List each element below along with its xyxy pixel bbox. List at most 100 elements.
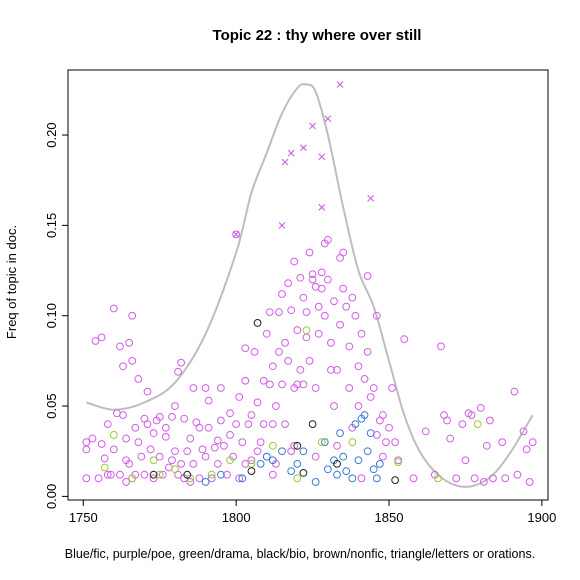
data-point	[122, 434, 130, 443]
data-point	[158, 470, 167, 479]
data-point	[446, 434, 455, 443]
data-point	[223, 470, 231, 479]
data-point	[278, 290, 286, 298]
data-point	[134, 375, 143, 383]
data-point	[314, 329, 323, 338]
data-point	[293, 474, 302, 483]
y-tick-label: 0.20	[44, 122, 59, 147]
data-point	[100, 454, 109, 463]
data-point	[486, 416, 494, 425]
chart-title: Topic 22 : thy where over still	[213, 27, 422, 44]
x-tick-label: 1850	[375, 510, 404, 525]
data-point	[333, 366, 341, 374]
data-point	[333, 470, 341, 479]
data-point	[241, 459, 250, 468]
data-point	[339, 452, 348, 461]
data-point	[262, 452, 271, 461]
data-point	[204, 423, 213, 432]
data-point	[391, 438, 400, 447]
data-point	[363, 272, 372, 280]
data-point	[342, 302, 351, 311]
data-point-x	[300, 144, 307, 152]
data-point	[275, 308, 283, 317]
y-tick-label: 0.10	[44, 303, 59, 328]
data-point	[360, 411, 369, 419]
data-point	[372, 311, 381, 320]
data-point-x	[318, 203, 326, 211]
data-point	[226, 456, 234, 465]
data-point	[177, 459, 186, 468]
data-point	[247, 411, 256, 419]
x-tick-label: 1800	[222, 510, 251, 525]
data-point	[351, 311, 360, 320]
data-point	[238, 474, 247, 483]
data-point	[501, 474, 510, 483]
data-point	[314, 302, 323, 311]
data-point	[302, 326, 311, 335]
data-point	[278, 380, 286, 389]
data-point	[348, 438, 357, 447]
data-point	[256, 438, 265, 447]
data-point	[498, 438, 507, 447]
data-point	[336, 320, 345, 329]
data-point	[128, 356, 137, 365]
data-point	[88, 434, 97, 443]
data-point	[311, 478, 320, 486]
data-point	[308, 275, 317, 284]
data-point	[241, 344, 250, 353]
data-point	[97, 333, 106, 342]
data-point	[522, 445, 531, 454]
data-point	[299, 468, 308, 477]
data-point	[204, 396, 213, 405]
data-point	[348, 474, 357, 483]
data-point	[149, 429, 158, 438]
data-point	[369, 465, 378, 474]
data-point	[317, 284, 326, 293]
x-axis: 1750 1800 1850 1900	[69, 500, 556, 525]
data-point	[253, 398, 262, 407]
data-point	[161, 423, 170, 432]
data-point	[131, 423, 140, 432]
data-point	[189, 384, 198, 392]
data-point	[232, 420, 241, 429]
data-point	[177, 358, 186, 367]
data-point	[213, 459, 222, 468]
data-point	[171, 447, 179, 456]
data-point	[100, 463, 109, 472]
data-point	[109, 445, 118, 454]
data-point	[333, 459, 341, 468]
data-point	[299, 380, 308, 389]
data-point	[302, 308, 311, 317]
data-point	[308, 420, 317, 429]
data-point	[342, 467, 351, 475]
data-point	[268, 470, 277, 479]
data-point	[302, 333, 311, 342]
data-point	[82, 445, 91, 454]
data-point	[207, 474, 216, 483]
data-point	[125, 459, 134, 468]
data-point	[247, 456, 256, 465]
data-point	[180, 414, 189, 423]
data-point	[116, 470, 124, 479]
data-point	[91, 337, 100, 345]
data-point	[116, 342, 124, 351]
data-point-x	[278, 221, 286, 229]
data-point	[375, 459, 384, 468]
data-point	[320, 311, 329, 320]
data-point	[357, 474, 366, 483]
data-point	[470, 474, 479, 483]
data-point	[109, 304, 118, 313]
data-point	[241, 376, 250, 385]
data-point	[323, 235, 332, 244]
data-point	[119, 362, 127, 371]
data-point	[82, 474, 91, 483]
data-point	[149, 456, 158, 465]
data-point	[323, 275, 332, 284]
data-point	[317, 268, 326, 277]
data-point	[385, 423, 393, 432]
data-point	[452, 474, 461, 483]
data-point	[94, 474, 103, 483]
data-point	[513, 470, 522, 479]
data-point	[519, 427, 528, 436]
